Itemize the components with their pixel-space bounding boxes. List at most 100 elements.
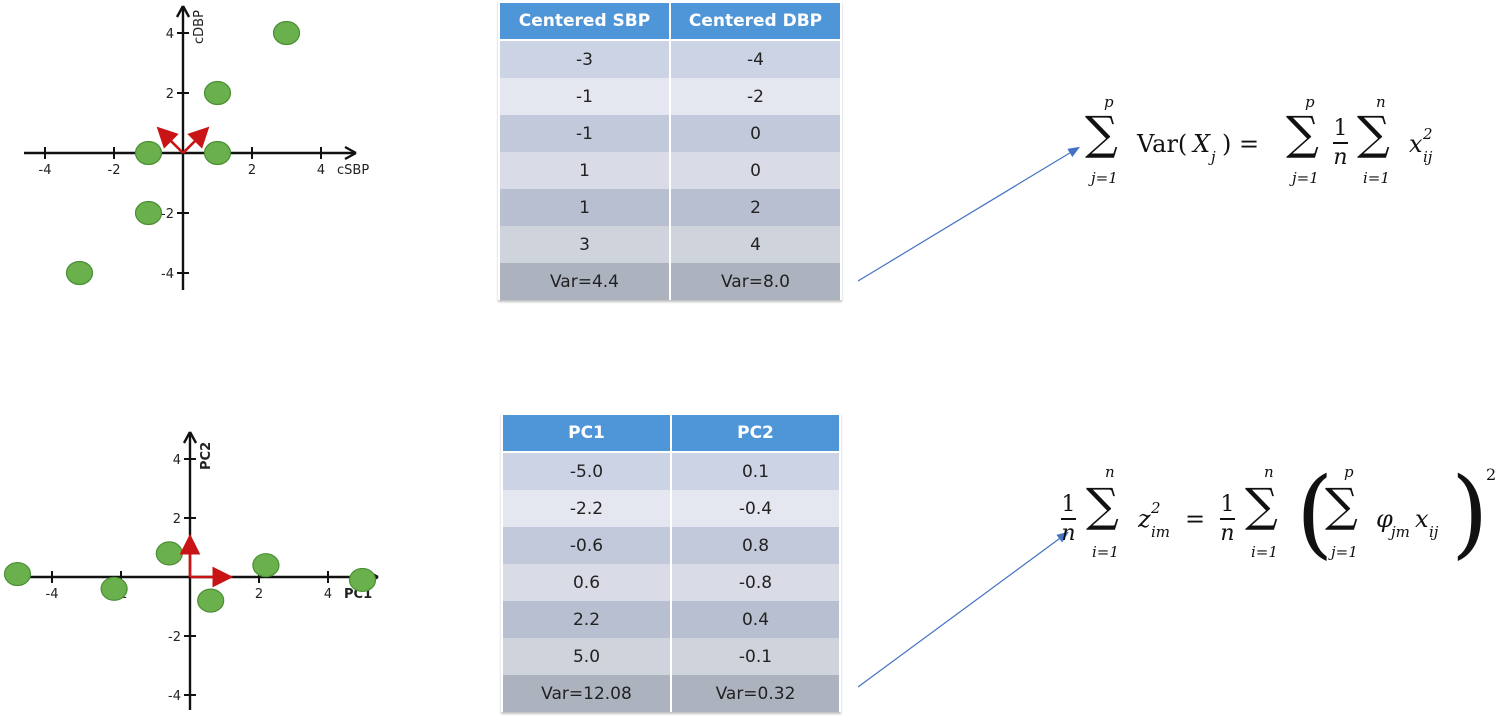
sum-symbol: ∑: [1325, 478, 1358, 532]
data-point: [65, 260, 94, 286]
data-point: [197, 588, 225, 613]
table-cell: 2.2: [501, 601, 672, 638]
sum-lower: j=1: [1091, 169, 1118, 187]
table-row: 5.0 -0.1: [501, 638, 841, 675]
pc-values-table: PC1 PC2 -5.0 0.1 -2.2 -0.4 -0.6 0.8 0.6 -0.8…: [501, 413, 841, 712]
pointer-arrow-top: [857, 146, 1081, 282]
fraction: 1 n: [1061, 493, 1076, 545]
equals: =: [1185, 505, 1206, 533]
sum-symbol: ∑: [1086, 478, 1119, 532]
table-cell: 0.6: [501, 564, 672, 601]
table-cell: 0: [669, 115, 842, 152]
left-paren: (: [1296, 457, 1334, 569]
term-sup: 2: [1423, 125, 1433, 143]
frac-num: 1: [1220, 492, 1235, 517]
y-axis-arrowhead: [175, 5, 191, 18]
table-cell: 5.0: [501, 638, 672, 675]
sum-lower: j=1: [1292, 169, 1319, 187]
right-paren: ): [1451, 457, 1489, 569]
table-cell: -4: [669, 40, 842, 78]
variance-cell: Var=8.0: [669, 263, 842, 300]
var-sub: j: [1211, 148, 1216, 166]
y-tick-label: -2: [161, 207, 174, 222]
data-point: [203, 80, 232, 106]
table-footer-row: Var=4.4 Var=8.0: [498, 263, 842, 300]
frac-den: n: [1333, 144, 1348, 170]
table-row: -0.6 0.8: [501, 527, 841, 564]
sum-lower: i=1: [1363, 169, 1390, 187]
total-variance-formula: p ∑ j=1 Var( X j ) = p ∑ j=1 1 n n ∑ i=1…: [1085, 95, 1465, 205]
y-tick-label: 2: [166, 87, 174, 102]
table-row: -5.0 0.1: [501, 452, 841, 490]
sum-lower: j=1: [1331, 543, 1358, 561]
data-point: [155, 541, 183, 566]
term-sub: ij: [1423, 148, 1433, 166]
sum-symbol: ∑: [1245, 478, 1278, 532]
table-cell: 1: [498, 189, 671, 226]
x-tick-label: -4: [39, 163, 52, 178]
table-row: -1 0: [498, 115, 842, 152]
table-cell: 0: [669, 152, 842, 189]
x-tick-label: -4: [46, 587, 59, 602]
sum-symbol: ∑: [1286, 106, 1319, 160]
table-footer-row: Var=12.08 Var=0.32: [501, 675, 841, 712]
sum-upper: p: [1344, 463, 1354, 481]
variance-cell: Var=0.32: [670, 675, 841, 712]
table-cell: -1: [498, 78, 671, 115]
fraction: 1 n: [1220, 493, 1235, 545]
y-tick-label: -4: [161, 267, 174, 282]
data-point: [272, 20, 301, 46]
sum-symbol: ∑: [1085, 106, 1118, 160]
y-axis-arrowhead: [182, 431, 198, 444]
phi: φ: [1376, 505, 1393, 533]
principal-direction-vector: [182, 126, 210, 154]
data-point: [3, 561, 32, 587]
variance-cell: Var=4.4: [498, 263, 671, 300]
outer-sup: 2: [1486, 465, 1497, 484]
pc-variance-formula: 1 n n ∑ i=1 z 2 im = 1 n n ∑ i=1 ( p ∑ j…: [1058, 455, 1500, 595]
table-row: 2.2 0.4: [501, 601, 841, 638]
sum-lower: i=1: [1251, 543, 1278, 561]
col-header-centered-dbp: Centered DBP: [669, 1, 842, 41]
centered-scatter-plot: -4 -2 2 4 4 2 -2 -4 cSBP cDBP: [24, 5, 369, 290]
table-cell: 0.8: [670, 527, 841, 564]
term: z: [1138, 505, 1151, 533]
term: x: [1409, 130, 1423, 158]
table-row: -2.2 -0.4: [501, 490, 841, 527]
table-row: -1 -2: [498, 78, 842, 115]
table-cell: 0.1: [670, 452, 841, 490]
table-cell: -5.0: [501, 452, 672, 490]
y-tick-label: 4: [173, 453, 181, 468]
table-cell: 2: [669, 189, 842, 226]
table-cell: -0.1: [670, 638, 841, 675]
table-cell: 1: [498, 152, 671, 189]
col-header-pc1: PC1: [501, 413, 672, 453]
x-sub: ij: [1429, 523, 1439, 541]
table-cell: 0.4: [670, 601, 841, 638]
frac-num: 1: [1333, 116, 1348, 141]
table-cell: -0.4: [670, 490, 841, 527]
sum-symbol: ∑: [1357, 106, 1390, 160]
y-tick-label: 2: [173, 512, 181, 527]
data-point: [100, 576, 128, 601]
centered-values-table: Centered SBP Centered DBP -3 -4 -1 -2 -1 0 …: [498, 1, 842, 300]
x-tick-label: 2: [248, 163, 256, 178]
x-term: x: [1415, 505, 1429, 533]
fraction: 1 n: [1333, 117, 1348, 169]
table-cell: -0.6: [501, 527, 672, 564]
var-arg: X: [1193, 130, 1211, 158]
sum-upper: p: [1104, 93, 1114, 111]
sum-upper: n: [1264, 463, 1274, 481]
table-row: 0.6 -0.8: [501, 564, 841, 601]
sum-upper: p: [1305, 93, 1315, 111]
table-row: -3 -4: [498, 40, 842, 78]
y-tick-label: -4: [168, 689, 181, 704]
sum-upper: n: [1105, 463, 1115, 481]
x-axis-label: cSBP: [337, 163, 369, 178]
principal-direction-vector: [156, 126, 184, 154]
pointer-arrow-bottom: [857, 531, 1069, 688]
